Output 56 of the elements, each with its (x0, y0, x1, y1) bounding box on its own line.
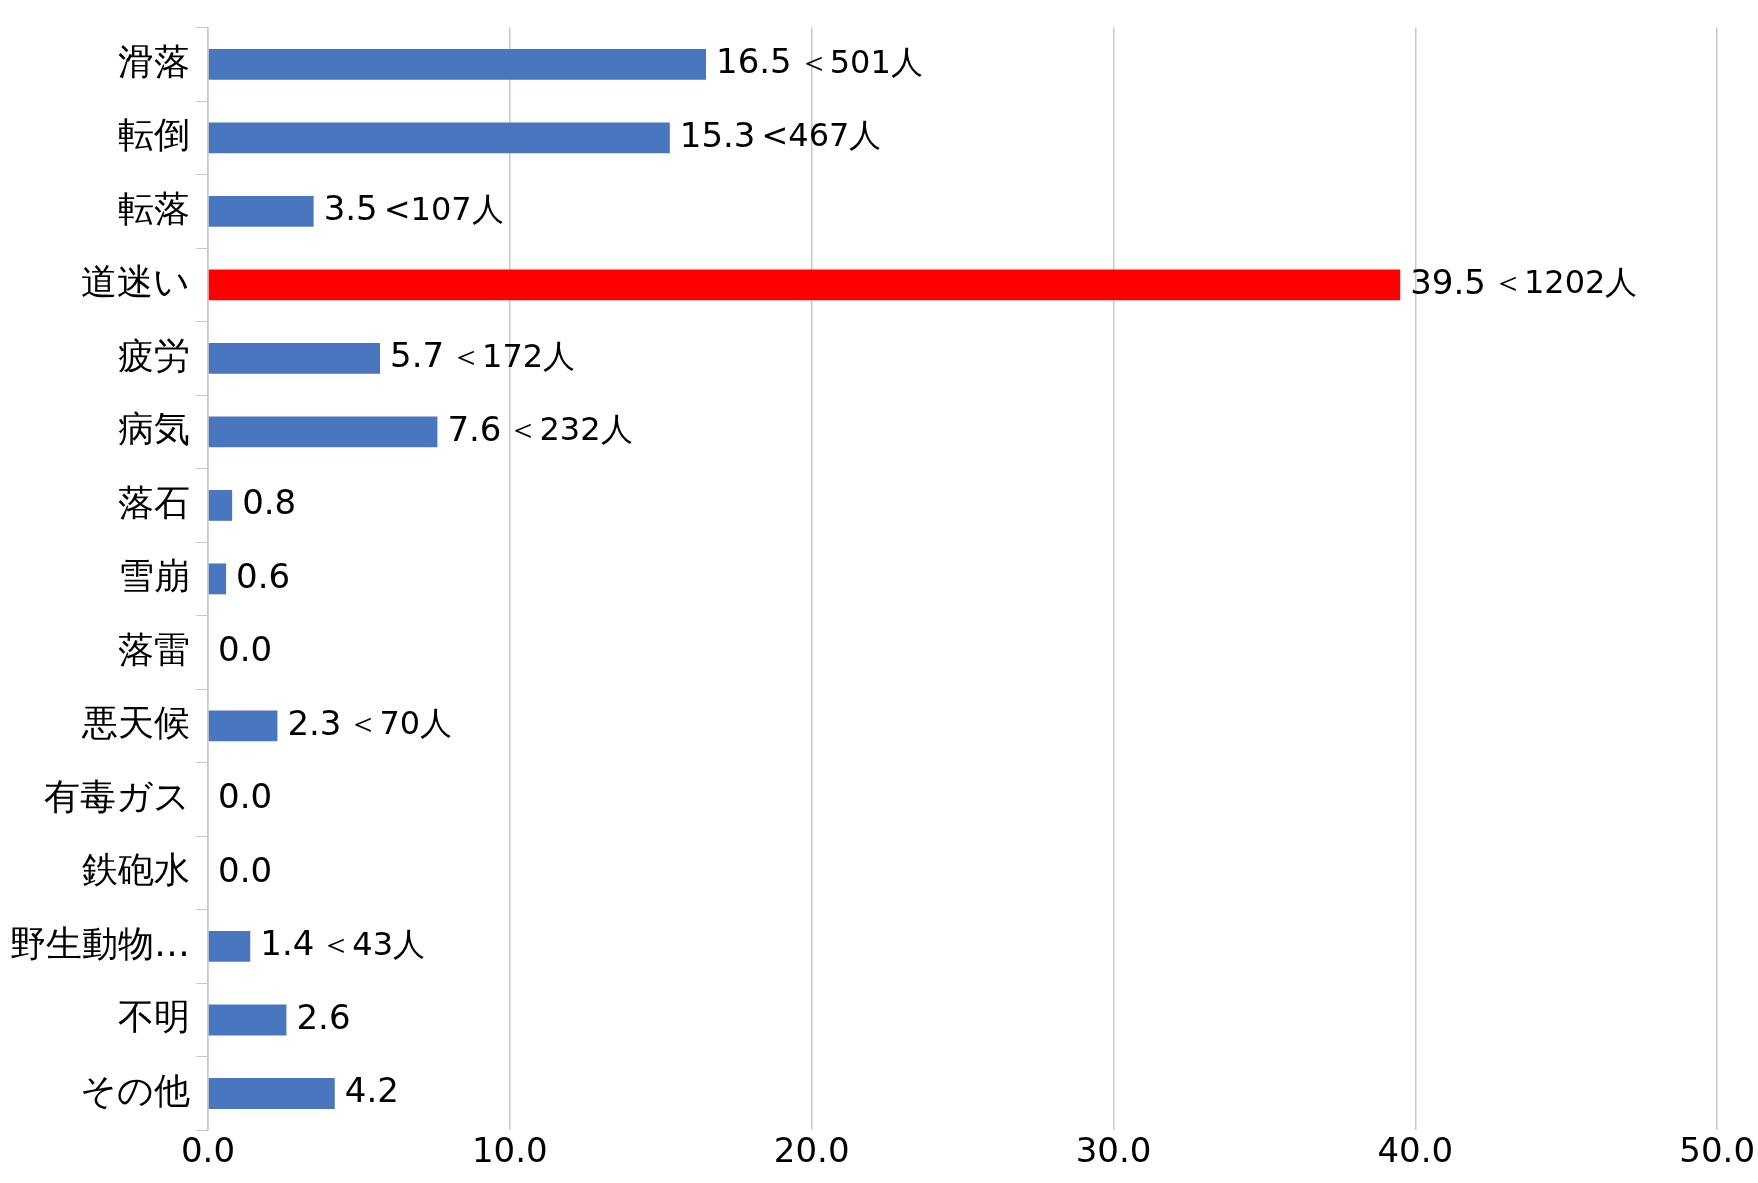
annotation: ＜1202人 (1491, 263, 1638, 302)
y-tick-label: 鉄砲水 (82, 849, 190, 891)
annotation: ＜501人 (797, 42, 923, 81)
data-label: 7.6 (447, 408, 502, 449)
y-tick-label: 疲労 (118, 334, 190, 376)
bar (208, 122, 670, 154)
data-label: 0.0 (218, 849, 273, 890)
y-tick-label: 有毒ガス (44, 775, 190, 817)
annotation: ＜43人 (320, 924, 426, 963)
y-tick-label: 不明 (118, 996, 190, 1038)
y-tick-label: 滑落 (118, 40, 190, 82)
bar (208, 269, 1401, 301)
y-tick-label: 雪崩 (118, 555, 190, 597)
bar (208, 416, 438, 448)
y-tick-label: 落石 (118, 481, 190, 523)
data-label: 1.4 (260, 923, 315, 964)
bar (208, 931, 251, 962)
bar (208, 489, 233, 521)
x-tick-label: 40.0 (1377, 1130, 1454, 1171)
data-label: 0.8 (242, 482, 297, 523)
annotation: ＜232人 (507, 410, 633, 449)
data-label: 0.6 (236, 555, 291, 596)
annotation: <107人 (383, 189, 504, 228)
data-label: 3.5 (323, 188, 378, 229)
y-tick-label: 病気 (118, 408, 190, 450)
y-tick-label: その他 (80, 1069, 190, 1111)
y-tick-label: 転落 (118, 187, 190, 229)
bar (208, 48, 707, 80)
annotation: ＜172人 (450, 336, 576, 375)
annotation: ＜70人 (347, 704, 453, 743)
data-label: 16.5 (716, 41, 792, 82)
data-label: 0.0 (218, 629, 273, 670)
bar (208, 1078, 335, 1109)
x-tick-label: 30.0 (1075, 1130, 1152, 1171)
data-label: 2.3 (287, 702, 342, 743)
x-tick-label: 0.0 (180, 1130, 236, 1171)
bar (208, 1004, 287, 1036)
bar (208, 342, 381, 374)
y-tick-label: 落雷 (118, 628, 190, 670)
x-tick-label: 10.0 (471, 1130, 548, 1171)
annotation: <467人 (761, 116, 882, 155)
data-label: 15.3 (679, 114, 756, 155)
data-label: 39.5 (1410, 261, 1486, 302)
y-tick-label: 野生動物… (10, 922, 190, 964)
data-label: 5.7 (390, 335, 445, 376)
data-label: 2.6 (296, 996, 351, 1037)
x-tick-label: 50.0 (1679, 1130, 1755, 1171)
data-label: 4.2 (344, 1070, 399, 1111)
y-tick-label: 道迷い (81, 261, 190, 303)
bar (208, 710, 278, 742)
bar (208, 195, 314, 227)
y-tick-label: 転倒 (118, 114, 190, 156)
data-label: 0.0 (218, 776, 273, 817)
y-tick-label: 悪天候 (81, 702, 190, 744)
x-tick-label: 20.0 (773, 1130, 850, 1171)
bar (208, 563, 227, 595)
